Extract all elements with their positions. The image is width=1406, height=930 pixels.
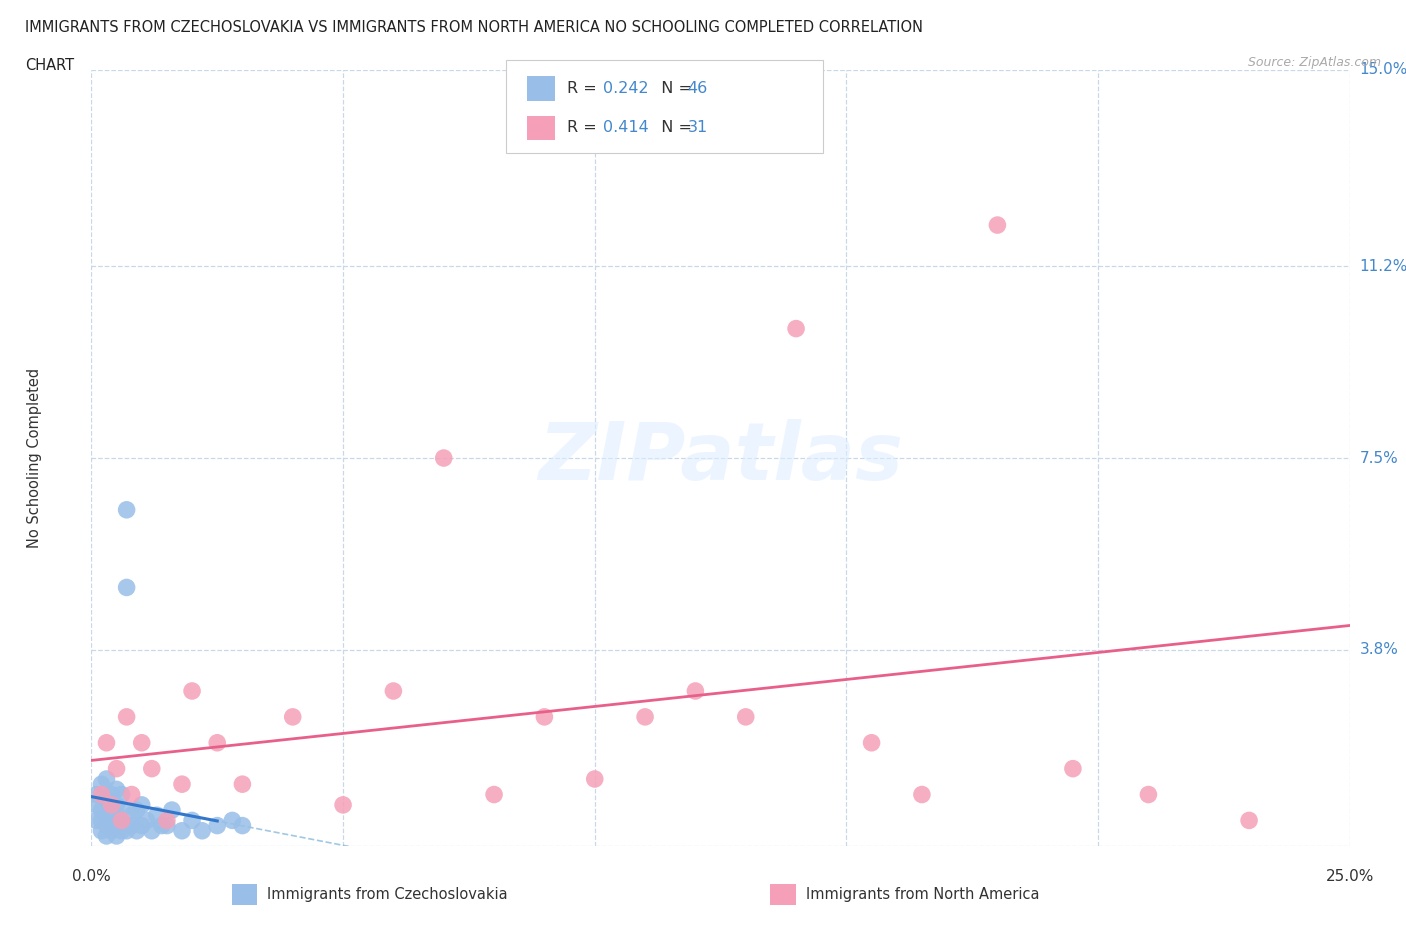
Point: [135, 813, 157, 828]
Text: 31: 31: [688, 120, 707, 136]
Point: [1137, 787, 1160, 802]
Point: [533, 710, 555, 724]
Point: [181, 813, 204, 828]
Point: [105, 782, 128, 797]
Text: 7.5%: 7.5%: [1360, 450, 1398, 466]
Text: Immigrants from Czechoslovakia: Immigrants from Czechoslovakia: [267, 887, 508, 902]
Point: [125, 803, 148, 817]
Point: [685, 684, 707, 698]
Point: [281, 710, 304, 724]
Text: 46: 46: [688, 81, 707, 96]
Point: [115, 502, 138, 517]
Point: [96, 829, 118, 844]
Point: [125, 823, 148, 838]
Point: [96, 808, 118, 823]
Point: [156, 813, 179, 828]
Point: [150, 818, 173, 833]
Text: 3.8%: 3.8%: [1360, 642, 1399, 658]
Point: [96, 736, 118, 751]
Point: [1062, 761, 1084, 776]
Point: [231, 777, 253, 791]
Point: [100, 803, 122, 817]
Text: CHART: CHART: [25, 58, 75, 73]
Point: [90, 787, 112, 802]
Point: [115, 580, 138, 595]
Point: [105, 808, 128, 823]
Point: [105, 797, 128, 812]
Point: [170, 777, 193, 791]
Text: N =: N =: [651, 81, 697, 96]
Point: [332, 797, 354, 812]
Point: [121, 808, 143, 823]
Point: [110, 813, 132, 828]
Point: [205, 818, 228, 833]
Point: [86, 797, 108, 812]
Text: R =: R =: [567, 120, 602, 136]
Point: [146, 808, 169, 823]
Point: [181, 684, 204, 698]
Point: [100, 823, 122, 838]
Point: [141, 823, 163, 838]
Text: 0.242: 0.242: [603, 81, 648, 96]
Text: 15.0%: 15.0%: [1360, 62, 1406, 77]
Text: No Schooling Completed: No Schooling Completed: [27, 368, 42, 548]
Point: [131, 818, 153, 833]
Point: [785, 321, 807, 336]
Point: [105, 761, 128, 776]
Point: [90, 777, 112, 791]
Point: [100, 813, 122, 828]
Point: [734, 710, 756, 724]
Text: Source: ZipAtlas.com: Source: ZipAtlas.com: [1247, 56, 1381, 69]
Point: [110, 787, 132, 802]
Text: 0.0%: 0.0%: [72, 869, 111, 883]
Point: [634, 710, 657, 724]
Text: IMMIGRANTS FROM CZECHOSLOVAKIA VS IMMIGRANTS FROM NORTH AMERICA NO SCHOOLING COM: IMMIGRANTS FROM CZECHOSLOVAKIA VS IMMIGR…: [25, 20, 924, 35]
Point: [131, 797, 153, 812]
Point: [205, 736, 228, 751]
Point: [433, 451, 456, 466]
Point: [105, 829, 128, 844]
Point: [986, 218, 1008, 232]
Point: [110, 823, 132, 838]
Point: [121, 818, 143, 833]
Point: [482, 787, 505, 802]
Point: [156, 818, 179, 833]
Point: [96, 772, 118, 787]
Point: [100, 797, 122, 812]
Point: [131, 736, 153, 751]
Point: [115, 710, 138, 724]
Text: Immigrants from North America: Immigrants from North America: [806, 887, 1039, 902]
Point: [110, 813, 132, 828]
Point: [110, 803, 132, 817]
Point: [141, 761, 163, 776]
Point: [860, 736, 883, 751]
Point: [911, 787, 934, 802]
Point: [382, 684, 405, 698]
Point: [90, 803, 112, 817]
Point: [86, 813, 108, 828]
Point: [100, 787, 122, 802]
Point: [170, 823, 193, 838]
Point: [90, 823, 112, 838]
Text: 11.2%: 11.2%: [1360, 259, 1406, 274]
Text: 25.0%: 25.0%: [1326, 869, 1374, 883]
Point: [160, 803, 183, 817]
Point: [96, 818, 118, 833]
Point: [105, 818, 128, 833]
Point: [86, 787, 108, 802]
Point: [90, 813, 112, 828]
Point: [96, 792, 118, 807]
Point: [221, 813, 243, 828]
Point: [1237, 813, 1260, 828]
Point: [231, 818, 253, 833]
Point: [115, 823, 138, 838]
Point: [583, 772, 606, 787]
Point: [191, 823, 214, 838]
Text: ZIPatlas: ZIPatlas: [538, 419, 903, 497]
Text: 0.414: 0.414: [603, 120, 650, 136]
Text: N =: N =: [651, 120, 697, 136]
Point: [121, 787, 143, 802]
Text: R =: R =: [567, 81, 602, 96]
